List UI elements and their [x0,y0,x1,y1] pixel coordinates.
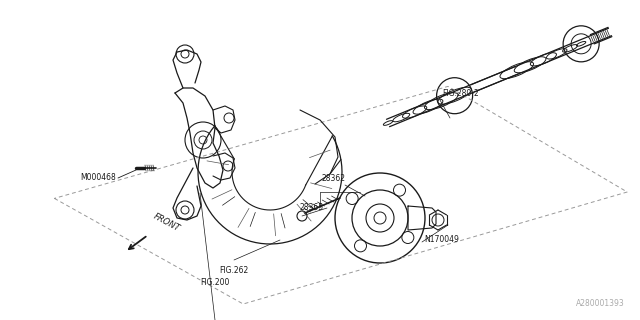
Text: FIG.200: FIG.200 [200,278,230,287]
Text: FIG.262: FIG.262 [220,266,248,275]
Text: 28365: 28365 [300,203,324,212]
Text: N170049: N170049 [424,236,459,244]
Text: M000468: M000468 [80,173,116,182]
Text: 28362: 28362 [322,174,346,183]
Text: FRONT: FRONT [152,212,182,233]
Text: A280001393: A280001393 [576,299,625,308]
Text: FIG.280-2: FIG.280-2 [442,89,479,98]
